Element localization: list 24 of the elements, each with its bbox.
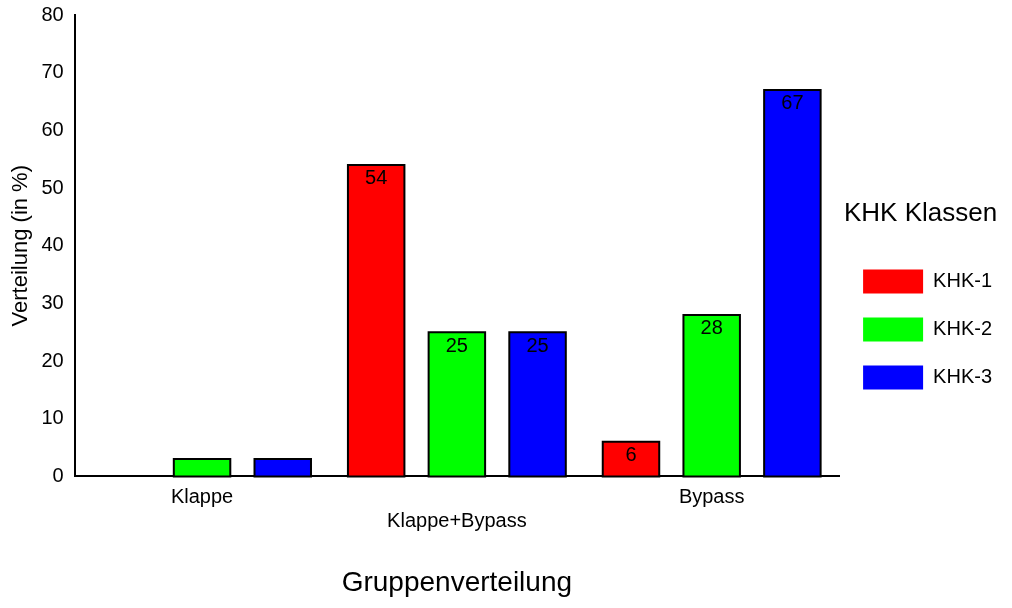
x-tick-label: Bypass	[678, 484, 745, 507]
legend-label: KHK-3	[933, 365, 992, 388]
y-tick-label: 30	[41, 290, 64, 313]
legend-title: KHK Klassen	[843, 196, 998, 227]
x-tick-label: Klappe	[170, 484, 234, 507]
data-label: 54	[365, 166, 388, 189]
y-tick-label: 70	[41, 60, 64, 83]
y-axis-title: Verteilung (in %)	[7, 164, 33, 327]
y-tick-label: 50	[41, 175, 64, 198]
y-tick-label: 80	[41, 2, 64, 25]
legend-label: KHK-2	[933, 317, 992, 340]
data-label: 6	[625, 443, 637, 466]
y-tick-label: 0	[52, 463, 64, 486]
data-label: 67	[781, 91, 804, 114]
data-label: 25	[526, 333, 549, 356]
y-tick-label: 60	[41, 117, 64, 140]
y-tick-label: 20	[41, 348, 64, 371]
data-label: 25	[445, 333, 468, 356]
x-tick-label: Klappe+Bypass	[387, 508, 527, 531]
y-tick-label: 10	[41, 406, 64, 429]
y-tick-label: 40	[41, 233, 64, 256]
data-label: 28	[700, 316, 723, 339]
x-axis-title: Gruppenverteilung	[341, 565, 573, 597]
legend-label: KHK-1	[933, 269, 992, 292]
